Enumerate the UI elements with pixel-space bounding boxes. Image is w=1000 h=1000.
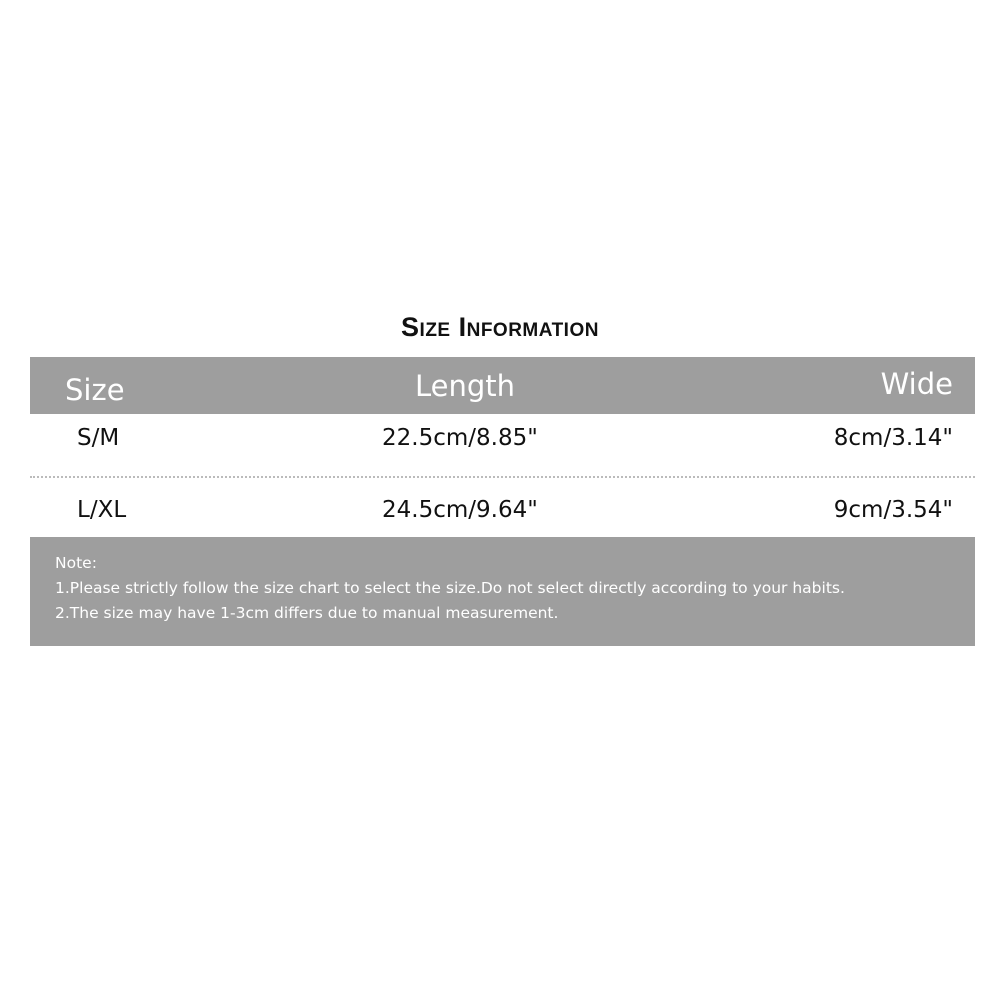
note-line: 1.Please strictly follow the size chart … (55, 579, 845, 597)
page-title: Size Information (401, 312, 599, 342)
cell-wide: 8cm/3.14" (833, 425, 953, 451)
cell-length: 22.5cm/8.85" (382, 425, 538, 451)
cell-size: S/M (77, 425, 120, 451)
table-header: Size Length Wide (30, 357, 975, 414)
table-row: L/XL 24.5cm/9.64" 9cm/3.54" (30, 497, 975, 537)
note-heading: Note: (55, 554, 97, 572)
header-length: Length (415, 369, 516, 403)
cell-length: 24.5cm/9.64" (382, 497, 538, 523)
note-box: Note: 1.Please strictly follow the size … (30, 537, 975, 646)
header-wide: Wide (880, 367, 953, 401)
table-row: S/M 22.5cm/8.85" 8cm/3.14" (30, 425, 975, 465)
row-divider (30, 476, 975, 478)
cell-wide: 9cm/3.54" (833, 497, 953, 523)
cell-size: L/XL (77, 497, 127, 523)
note-line: 2.The size may have 1-3cm differs due to… (55, 604, 559, 622)
header-size: Size (65, 373, 125, 407)
